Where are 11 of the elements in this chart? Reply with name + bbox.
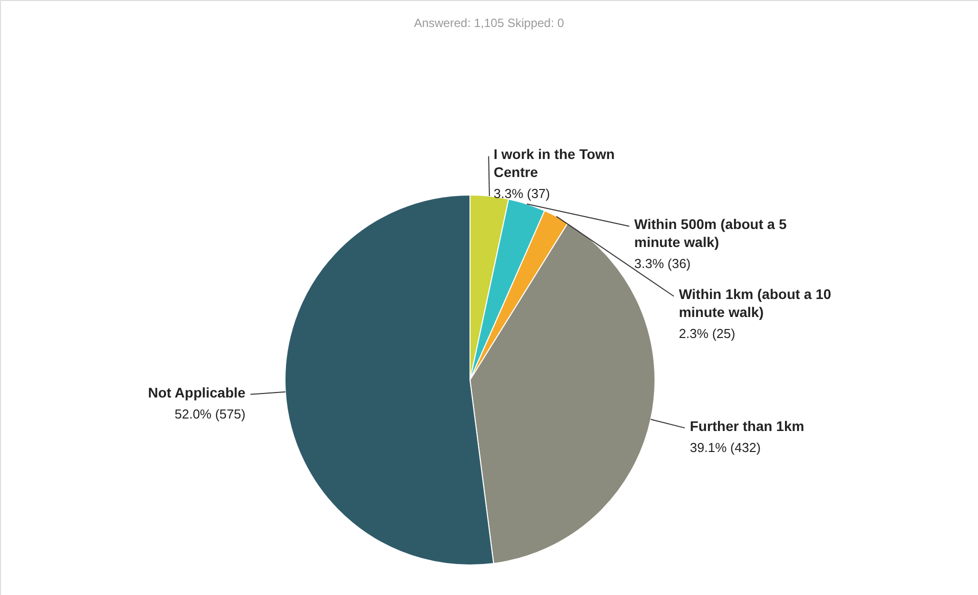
- data-label: 3.3% (37): [494, 186, 550, 202]
- data-label: 52.0% (575): [174, 406, 246, 422]
- data-label: 2.3% (25): [678, 326, 736, 342]
- slice-label: Further than 1km: [690, 418, 804, 434]
- slice-label: I work in the Town Centre: [494, 146, 615, 180]
- chart-title: Answered: 1,105 Skipped: 0: [414, 16, 564, 30]
- slice-label: Within 500m (about a 5 minute walk): [634, 216, 787, 250]
- slice-label: Not Applicable: [148, 384, 246, 400]
- data-label: 39.1% (432): [690, 440, 761, 455]
- data-label: 3.3% (36): [634, 256, 691, 272]
- slice-label: Within 1km (about a 10 minute walk): [678, 286, 832, 320]
